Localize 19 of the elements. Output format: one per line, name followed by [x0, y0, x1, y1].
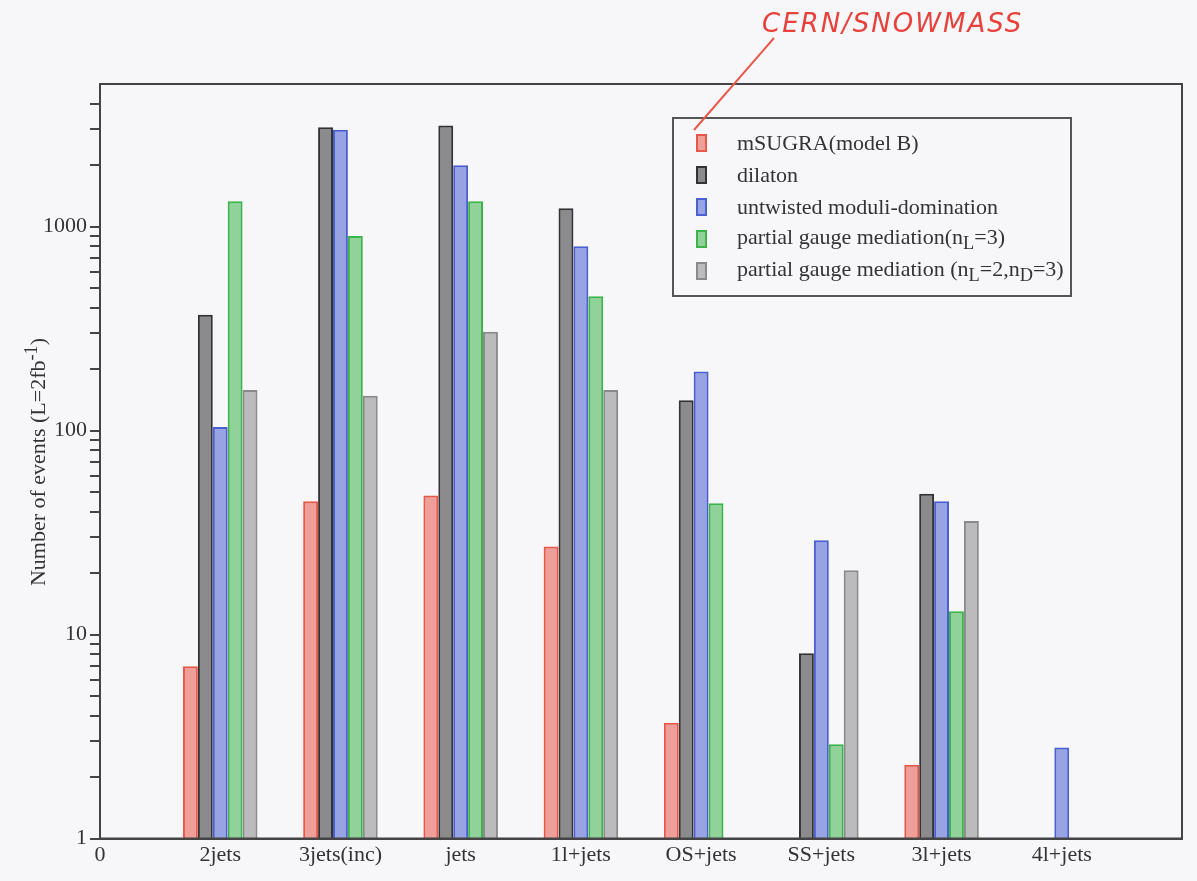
x-tick-label: 1l+jets: [550, 840, 611, 866]
legend-label: partial gauge mediation (n$_{L}$=2,n$_{D}$=3): [737, 255, 1064, 287]
legend-label: dilaton: [737, 162, 799, 188]
x-tick-label: 3jets(inc): [298, 840, 382, 866]
legend-label: untwisted moduli-domination: [737, 194, 998, 220]
x-tick-label: 0: [94, 840, 106, 866]
y-tick-label: 10: [65, 620, 87, 646]
x-tick-label: 4l+jets: [1031, 840, 1092, 866]
text: CERN/SNOWMASS: [762, 8, 1024, 38]
legend-label: mSUGRA(model B): [737, 130, 919, 156]
y-tick-label: 1: [76, 824, 87, 850]
x-tick-label: 3l+jets: [911, 840, 972, 866]
x-tick-label: OS+jets: [665, 840, 737, 866]
y-tick-label: 100: [54, 416, 87, 442]
x-tick-label: SS+jets: [787, 840, 856, 866]
y-tick-label: 1000: [43, 212, 87, 238]
legend-label: partial gauge mediation(n$_{L}$=3): [737, 223, 1005, 255]
x-tick-label: 2jets: [199, 840, 241, 866]
x-tick-label: jets: [444, 840, 476, 866]
